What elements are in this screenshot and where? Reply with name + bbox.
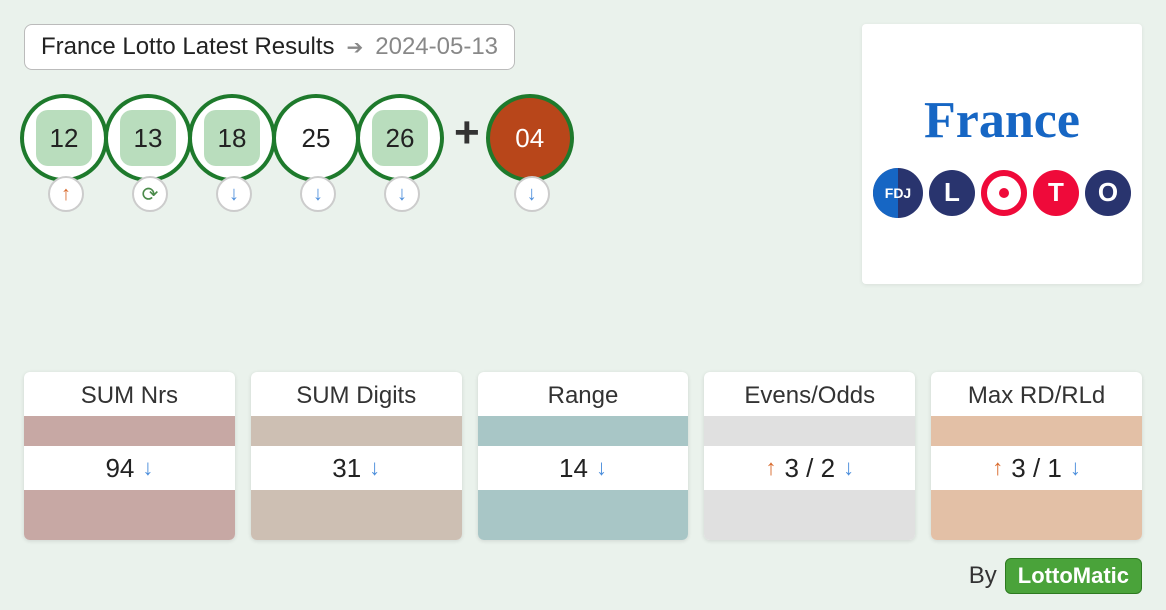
loto-letter-l: L bbox=[929, 170, 975, 216]
stat-bar bbox=[478, 416, 689, 446]
loto-letter-t: T bbox=[1033, 170, 1079, 216]
arrow-down-icon: ↓ bbox=[369, 455, 380, 481]
stat-value: 94 bbox=[105, 453, 134, 484]
footer-by: By bbox=[969, 562, 997, 590]
ball-wrap: 18 ↓ bbox=[192, 94, 276, 212]
stat-value: 31 bbox=[332, 453, 361, 484]
brand-badge: LottoMatic bbox=[1005, 558, 1142, 594]
main-ball: 25 bbox=[272, 94, 360, 182]
france-lotto-logo: France FDJ L T O bbox=[862, 24, 1142, 284]
stat-card: Max RD/RLd ↑ 3 / 1 ↓ bbox=[931, 372, 1142, 540]
bonus-ball-number: 04 bbox=[502, 110, 558, 166]
arrow-down-icon: ↓ bbox=[142, 455, 153, 481]
ball-number: 12 bbox=[36, 110, 92, 166]
arrow-right-icon: ➔ bbox=[346, 35, 363, 60]
stat-bar bbox=[251, 416, 462, 446]
stat-value: 3 / 1 bbox=[1011, 453, 1062, 484]
main-ball: 18 bbox=[188, 94, 276, 182]
stat-value: 14 bbox=[559, 453, 588, 484]
stat-value-row: ↑ 3 / 2 ↓ bbox=[704, 446, 915, 490]
main-ball: 26 bbox=[356, 94, 444, 182]
stat-value-row: ↑ 3 / 1 ↓ bbox=[931, 446, 1142, 490]
stat-card: SUM Nrs 94 ↓ bbox=[24, 372, 235, 540]
stat-bar bbox=[24, 416, 235, 446]
arrow-down-icon: ↓ bbox=[514, 176, 550, 212]
stat-value-row: 94 ↓ bbox=[24, 446, 235, 490]
arrow-down-icon: ↓ bbox=[300, 176, 336, 212]
footer: By LottoMatic bbox=[969, 558, 1142, 594]
main-ball: 13 bbox=[104, 94, 192, 182]
stats-row: SUM Nrs94↓SUM Digits31↓Range14↓Evens/Odd… bbox=[24, 372, 1142, 540]
ball-number: 26 bbox=[372, 110, 428, 166]
loto-letter-o2: O bbox=[1085, 170, 1131, 216]
bonus-ball-wrap: 04 ↓ bbox=[490, 94, 574, 212]
stat-title: Range bbox=[478, 372, 689, 416]
main-ball: 12 bbox=[20, 94, 108, 182]
stat-bar bbox=[478, 490, 689, 540]
stat-bar bbox=[704, 416, 915, 446]
ball-wrap: 13 ⟳ bbox=[108, 94, 192, 212]
page-title: France Lotto Latest Results bbox=[41, 33, 334, 61]
stat-bar bbox=[24, 490, 235, 540]
stat-value-row: 31 ↓ bbox=[251, 446, 462, 490]
logo-title: France bbox=[924, 91, 1080, 150]
ball-number: 18 bbox=[204, 110, 260, 166]
arrow-down-icon: ↓ bbox=[384, 176, 420, 212]
stat-bar bbox=[704, 490, 915, 540]
arrow-up-icon: ↑ bbox=[48, 176, 84, 212]
ball-number: 13 bbox=[120, 110, 176, 166]
header-box: France Lotto Latest Results ➔ 2024-05-13 bbox=[24, 24, 515, 70]
stat-title: Max RD/RLd bbox=[931, 372, 1142, 416]
arrow-up-icon: ↑ bbox=[992, 455, 1003, 481]
arrow-up-icon: ↑ bbox=[765, 455, 776, 481]
ball-wrap: 26 ↓ bbox=[360, 94, 444, 212]
stat-card: Range 14 ↓ bbox=[478, 372, 689, 540]
bonus-ball: 04 bbox=[486, 94, 574, 182]
ball-wrap: 12 ↑ bbox=[24, 94, 108, 212]
arrow-down-icon: ↓ bbox=[1070, 455, 1081, 481]
stat-title: SUM Nrs bbox=[24, 372, 235, 416]
ball-number: 25 bbox=[288, 110, 344, 166]
stat-bar bbox=[931, 416, 1142, 446]
arrow-down-icon: ↓ bbox=[843, 455, 854, 481]
stat-title: Evens/Odds bbox=[704, 372, 915, 416]
arrow-down-icon: ↓ bbox=[216, 176, 252, 212]
stat-value-row: 14 ↓ bbox=[478, 446, 689, 490]
repeat-icon: ⟳ bbox=[132, 176, 168, 212]
loto-letter-o1 bbox=[981, 170, 1027, 216]
ball-wrap: 25 ↓ bbox=[276, 94, 360, 212]
result-date: 2024-05-13 bbox=[375, 33, 498, 61]
stat-card: SUM Digits 31 ↓ bbox=[251, 372, 462, 540]
stat-bar bbox=[931, 490, 1142, 540]
stat-value: 3 / 2 bbox=[784, 453, 835, 484]
loto-row: FDJ L T O bbox=[873, 168, 1131, 218]
fdj-badge-icon: FDJ bbox=[873, 168, 923, 218]
stat-bar bbox=[251, 490, 462, 540]
arrow-down-icon: ↓ bbox=[596, 455, 607, 481]
stat-title: SUM Digits bbox=[251, 372, 462, 416]
main-balls: 12 ↑ 13 ⟳ 18 ↓ 25 ↓ 26 ↓ bbox=[24, 94, 444, 212]
stat-card: Evens/Odds ↑ 3 / 2 ↓ bbox=[704, 372, 915, 540]
plus-icon: + bbox=[454, 108, 480, 158]
